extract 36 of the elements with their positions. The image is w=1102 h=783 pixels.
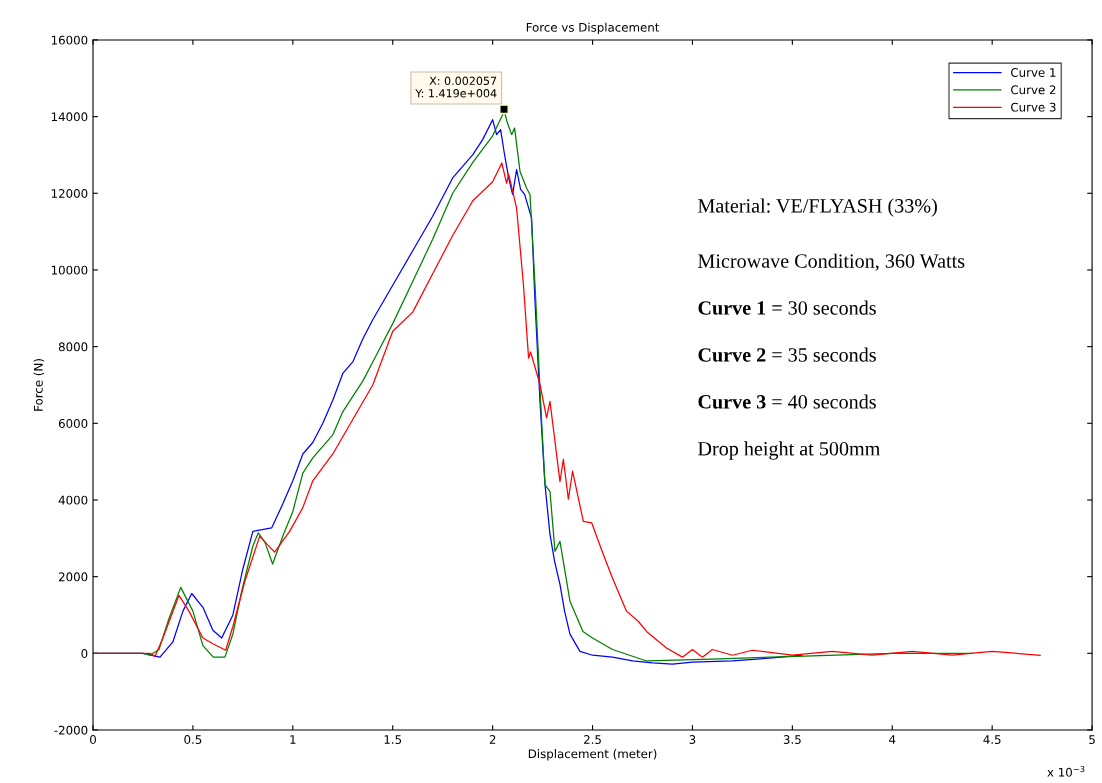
annotation: Material: VE/FLYASH (33%) [698,198,937,217]
y-tick-label: 8000 [58,342,88,352]
x-tick-label: 2 [489,735,496,744]
x-tick-label: 1 [290,735,296,744]
y-tick-label: 2000 [58,572,88,582]
legend-label: Curve 2 [1011,85,1056,95]
legend-label: Curve 3 [1011,102,1056,112]
legend-label: Curve 1 [1011,68,1056,77]
x-tick-label: 3 [689,735,696,744]
y-tick-label: -2000 [54,725,88,735]
x-tick-label: 0 [90,735,96,744]
y-tick-label: 6000 [58,419,88,428]
x-tick-label: 2.5 [584,735,601,744]
x-tick-label: 1.5 [384,735,402,744]
y-tick-label: 16000 [51,35,88,45]
x-tick-label: 0.5 [184,735,202,744]
y-axis-title: Force (N) [33,359,45,411]
annotation: Curve 2 = 35 seconds [698,347,876,362]
text: x 10$^{−3}$ [1047,765,1085,777]
annotation: X: 0.002057 Y: 1.419e+004 [415,76,497,98]
x-tick-label: 4.5 [983,735,1001,744]
y-tick-label: 10000 [51,265,88,275]
y-tick-label: 0 [81,649,88,658]
x-axis-title: Displacement (meter) [528,749,657,761]
annotation: Microwave Condition, 360 Watts [698,253,965,271]
x-tick-label: 3.5 [783,735,801,744]
y-tick-label: 14000 [51,112,88,122]
annotation: Curve 3 = 40 seconds [698,394,876,409]
line-series [93,162,1041,658]
x-tick-label: 5 [1089,735,1095,744]
chart-title: Force vs Displacement [526,22,660,35]
y-tick-label: 4000 [58,495,88,505]
annotation: Curve 1 = 30 seconds [698,300,876,315]
y-tick-label: 12000 [51,189,88,198]
annotation: Drop height at 500mm [698,441,881,460]
x-tick-label: 4 [889,735,896,744]
